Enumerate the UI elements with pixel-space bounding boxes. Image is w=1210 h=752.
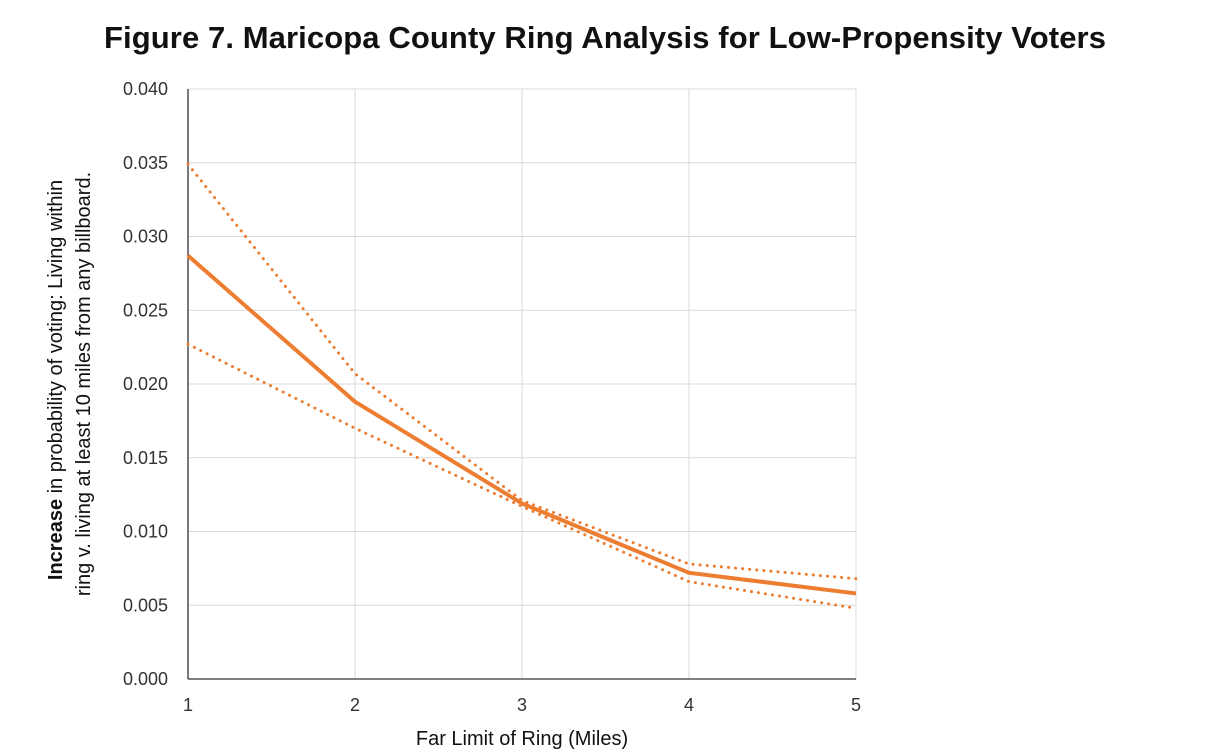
y-tick-label: 0.015 xyxy=(123,448,168,468)
grid-lines xyxy=(188,88,857,679)
x-tick-label: 5 xyxy=(851,695,861,715)
y-axis-title-line1: Increase in probability of voting: Livin… xyxy=(45,180,67,580)
y-tick-label: 0.035 xyxy=(123,153,168,173)
y-tick-label: 0.025 xyxy=(123,300,168,320)
axes xyxy=(187,89,856,680)
y-axis-title: Increase in probability of voting: Livin… xyxy=(45,172,95,596)
y-tick-label: 0.000 xyxy=(123,669,168,689)
y-tick-labels: 0.000 0.005 0.010 0.015 0.020 0.025 0.030 0.035… xyxy=(123,79,168,689)
y-tick-label: 0.010 xyxy=(123,522,168,542)
upper-bound-line xyxy=(186,162,858,581)
y-axis-title-bold: Increase xyxy=(45,499,67,580)
estimate-line xyxy=(186,254,857,596)
y-tick-label: 0.030 xyxy=(123,227,168,247)
x-axis-title: Far Limit of Ring (Miles) xyxy=(416,728,628,750)
y-axis-title-line2: ring v. living at least 10 miles from an… xyxy=(73,172,95,596)
y-tick-label: 0.040 xyxy=(123,79,168,99)
y-axis-title-rest: in probability of voting: Living within xyxy=(45,180,67,499)
x-tick-label: 4 xyxy=(684,695,694,715)
y-tick-label: 0.020 xyxy=(123,374,168,394)
lower-bound-line xyxy=(186,342,858,610)
y-tick-label: 0.005 xyxy=(123,595,168,615)
x-tick-label: 3 xyxy=(517,695,527,715)
x-tick-label: 2 xyxy=(350,695,360,715)
chart-title: Figure 7. Maricopa County Ring Analysis … xyxy=(103,20,1107,55)
x-tick-label: 1 xyxy=(183,695,193,715)
series-lines xyxy=(186,162,858,610)
x-tick-labels: 1 2 3 4 5 xyxy=(183,695,861,715)
